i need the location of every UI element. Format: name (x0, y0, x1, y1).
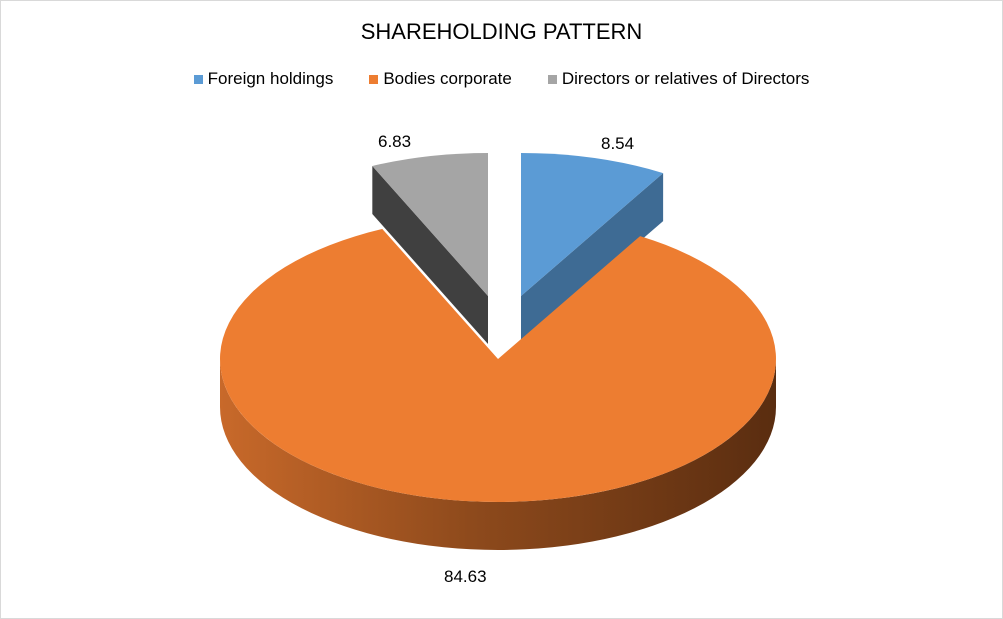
data-label-directors: 6.83 (378, 132, 412, 151)
pie-side-foreign (521, 173, 664, 344)
chart-title: SHAREHOLDING PATTERN (360, 19, 643, 44)
legend-swatch (193, 74, 203, 84)
pie-side-directors (372, 165, 488, 344)
legend-item-directors: Directors or relatives of Directors (547, 69, 810, 89)
pie-side-bodies (220, 359, 776, 550)
pie-slice-foreign (521, 153, 664, 296)
legend-swatch (369, 74, 379, 84)
legend-label: Directors or relatives of Directors (561, 69, 810, 88)
legend-item-foreign: Foreign holdings (193, 69, 334, 89)
legend-label: Bodies corporate (383, 69, 512, 88)
pie-slice-directors (372, 153, 488, 296)
legend: Foreign holdings Bodies corporate Direct… (1, 69, 1002, 89)
data-label-bodies: 84.63 (444, 567, 487, 586)
legend-swatch (547, 74, 557, 84)
pie-slice-bodies (220, 228, 776, 502)
legend-item-bodies: Bodies corporate (369, 69, 512, 89)
data-label-foreign: 8.54 (601, 134, 635, 153)
legend-label: Foreign holdings (207, 69, 334, 88)
